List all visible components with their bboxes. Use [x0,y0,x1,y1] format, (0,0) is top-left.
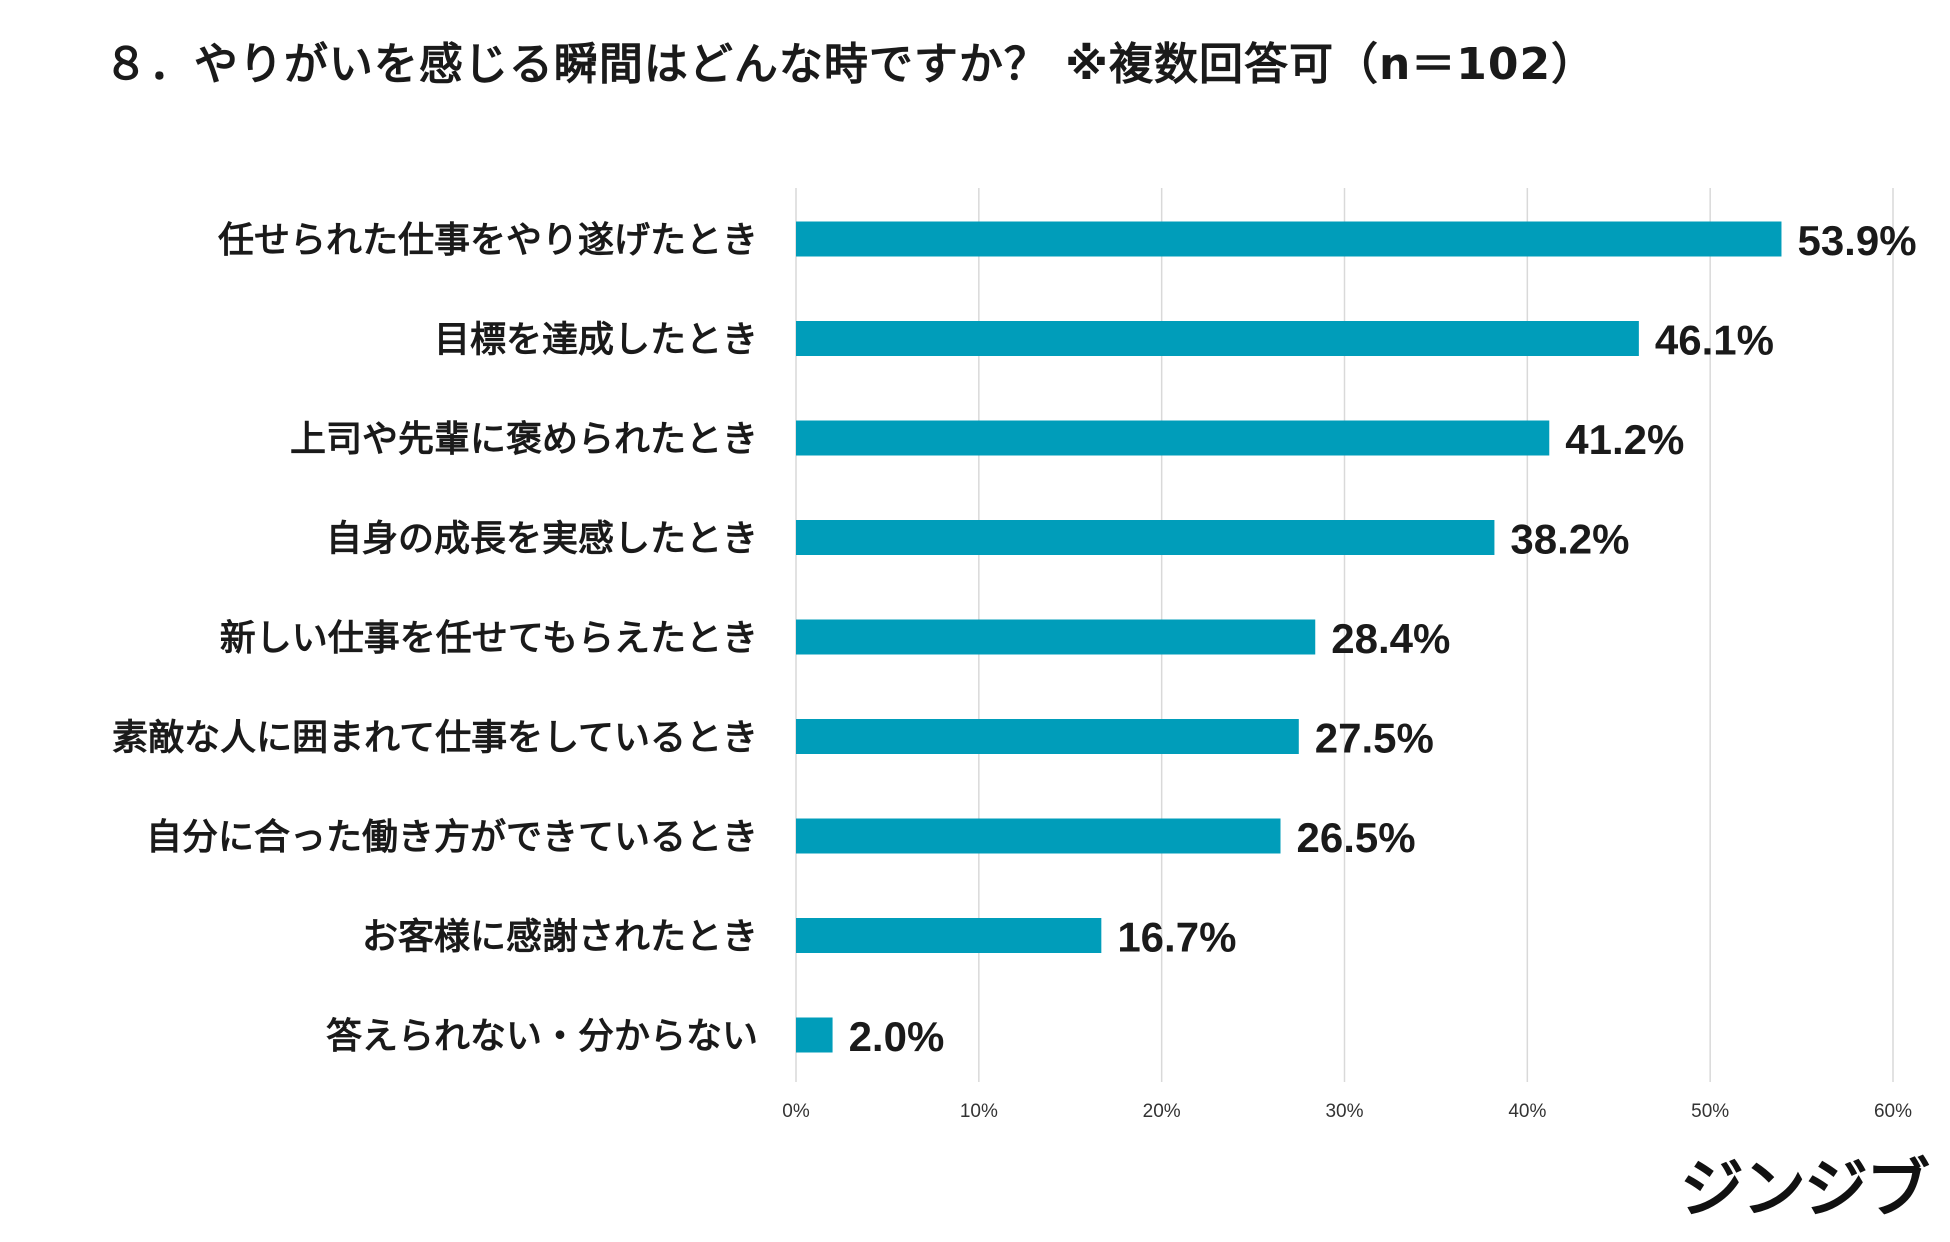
bar [796,221,1782,257]
bar [796,818,1281,854]
value-label: 41.2% [1565,416,1684,463]
bar [796,321,1639,356]
x-tick-label: 60% [1874,1101,1912,1122]
value-label: 2.0% [849,1013,945,1060]
bar [796,520,1495,555]
category-label: 答えられない・分からない [326,1016,758,1057]
value-label: 27.5% [1315,715,1434,762]
bar [796,619,1316,655]
x-tick-label: 30% [1325,1101,1363,1122]
value-label: 46.1% [1655,317,1774,364]
jinjibu-logo: ジンジブ [1680,1153,1930,1227]
labels: 0% 10% 20% 30% 40% 50% 60% 任せられた仕事をやり遂げたとき 53.9%… [112,217,1916,1122]
value-label: 38.2% [1510,516,1629,563]
x-tick-label: 10% [960,1101,998,1122]
category-label: 自分に合った働き方ができているとき [146,817,758,858]
bar [796,420,1550,456]
value-label: 53.9% [1797,217,1916,264]
category-label: 素敵な人に囲まれて仕事をしているとき [112,718,758,759]
category-label: お客様に感謝されたとき [362,917,758,958]
category-label: 自身の成長を実感したとき [326,519,758,560]
value-label: 28.4% [1331,615,1450,662]
x-tick-label: 50% [1691,1101,1729,1122]
category-label: 任せられた仕事をやり遂げたとき [218,220,758,261]
bar [796,918,1102,953]
bars [796,221,1782,1053]
category-label: 上司や先輩に褒められたとき [290,419,758,460]
x-tick-label: 20% [1143,1101,1181,1122]
x-tick-label: 0% [782,1101,810,1122]
bar [796,1017,833,1053]
x-tick-label: 40% [1508,1101,1546,1122]
bar [796,719,1299,754]
category-label: 新しい仕事を任せてもらえたとき [220,618,758,659]
chart-title: ８．やりがいを感じる瞬間はどんな時ですか？ ※複数回答可（n＝102） [103,39,1597,90]
value-label: 26.5% [1297,814,1416,861]
value-label: 16.7% [1117,914,1236,961]
category-label: 目標を達成したとき [434,320,758,361]
